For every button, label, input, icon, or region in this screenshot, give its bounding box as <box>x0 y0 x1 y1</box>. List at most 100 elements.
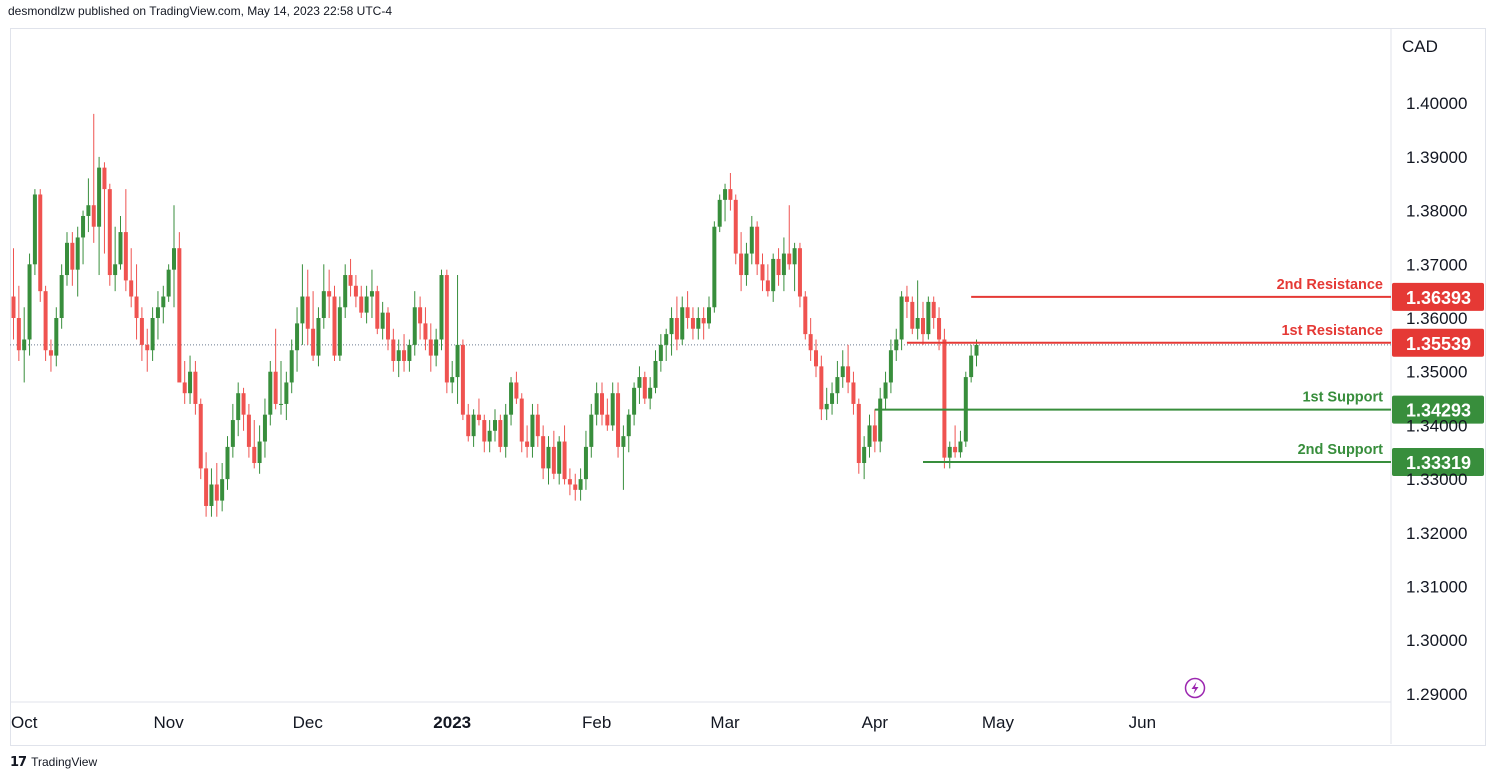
candle <box>696 307 701 340</box>
candle-body <box>43 291 48 351</box>
candle <box>541 425 546 480</box>
candle <box>851 371 856 415</box>
candle <box>546 436 551 485</box>
candle-body <box>797 248 802 297</box>
candle-body <box>214 484 219 501</box>
candle <box>707 296 711 329</box>
candle-body <box>257 441 262 464</box>
candle-body <box>204 468 209 506</box>
candle <box>664 328 669 361</box>
candle-body <box>605 414 610 426</box>
level-price-tag <box>1392 447 1484 476</box>
candle <box>214 463 219 517</box>
price-tick-label: 1.31000 <box>1406 578 1467 597</box>
candle <box>321 264 326 329</box>
candle-body <box>776 258 781 276</box>
resistance-level[interactable]: 2nd Resistance 1.36393 <box>971 277 1484 311</box>
candle-body <box>717 199 722 227</box>
candle <box>380 301 385 340</box>
candle-body <box>337 307 342 356</box>
candle <box>573 473 578 501</box>
candle-body <box>369 291 374 297</box>
candle-body <box>476 414 481 421</box>
candle <box>685 291 690 329</box>
candle <box>188 355 193 404</box>
candle <box>525 425 530 458</box>
candle-body <box>241 393 246 415</box>
candle-body <box>300 296 305 324</box>
candle <box>193 360 198 415</box>
candle <box>883 371 888 410</box>
candle-body <box>771 258 776 292</box>
candle <box>947 441 952 469</box>
candle-body <box>450 377 455 383</box>
support-level[interactable]: 1st Support 1.34293 <box>874 390 1484 424</box>
candle <box>744 242 749 286</box>
candle <box>749 215 754 265</box>
level-price-value: 1.33319 <box>1406 453 1471 473</box>
candle <box>669 307 674 356</box>
candle-body <box>680 307 685 340</box>
candle-body <box>391 339 396 361</box>
candle-body <box>386 312 390 340</box>
candle <box>236 382 241 437</box>
candle <box>680 296 685 345</box>
candle-body <box>712 226 717 308</box>
candle <box>878 387 883 453</box>
candle <box>953 425 958 458</box>
candle-body <box>685 307 690 319</box>
candle-body <box>220 479 225 501</box>
candle-body <box>814 350 818 367</box>
candle <box>958 430 963 458</box>
candle-body <box>225 446 230 480</box>
candle <box>166 264 171 302</box>
level-price-tag <box>1392 328 1484 357</box>
price-tick-label: 1.37000 <box>1406 255 1467 274</box>
candle <box>562 425 567 485</box>
candle <box>765 264 770 297</box>
candle <box>300 264 305 345</box>
candle <box>466 403 471 442</box>
candle-body <box>899 296 904 340</box>
candle <box>241 387 246 431</box>
candle-body <box>145 344 150 351</box>
candle-body <box>846 366 851 383</box>
lightning-icon[interactable] <box>1184 677 1206 699</box>
candle-body <box>733 199 738 254</box>
candle <box>610 382 615 431</box>
candle <box>717 194 722 233</box>
footer-brand[interactable]: 17 TradingView <box>10 752 97 772</box>
candle-body <box>359 296 364 313</box>
candle-body <box>418 307 423 324</box>
candle <box>172 205 176 308</box>
candle <box>551 430 556 480</box>
candle <box>32 189 37 276</box>
candle-body <box>921 318 925 335</box>
candle-body <box>551 446 556 474</box>
candle <box>91 113 96 243</box>
candle <box>723 183 728 222</box>
candle-body <box>289 350 294 383</box>
candle <box>856 398 861 474</box>
time-tick-label: Nov <box>154 713 185 732</box>
price-tick-label: 1.33000 <box>1406 470 1467 489</box>
support-level[interactable]: 2nd Support 1.33319 <box>923 442 1484 476</box>
price-axis[interactable]: 1.410001.400001.390001.380001.370001.360… <box>1406 40 1467 703</box>
candle-body <box>75 237 80 270</box>
time-tick-label: May <box>982 713 1015 732</box>
resistance-level[interactable]: 1st Resistance 1.35539 <box>906 323 1484 357</box>
candle <box>348 258 353 297</box>
candle <box>439 269 444 351</box>
candle-body <box>139 318 144 345</box>
candle-body <box>840 366 845 378</box>
candle <box>460 339 465 421</box>
candle <box>600 382 604 426</box>
candle-body <box>931 301 936 319</box>
candle <box>327 269 332 319</box>
candle <box>129 248 134 308</box>
candle-body <box>958 441 963 453</box>
price-tick-label: 1.32000 <box>1406 524 1467 543</box>
candle <box>284 371 289 421</box>
time-axis[interactable]: Oct Nov Dec 2023 Feb Mar Apr May Jun <box>11 713 1156 732</box>
